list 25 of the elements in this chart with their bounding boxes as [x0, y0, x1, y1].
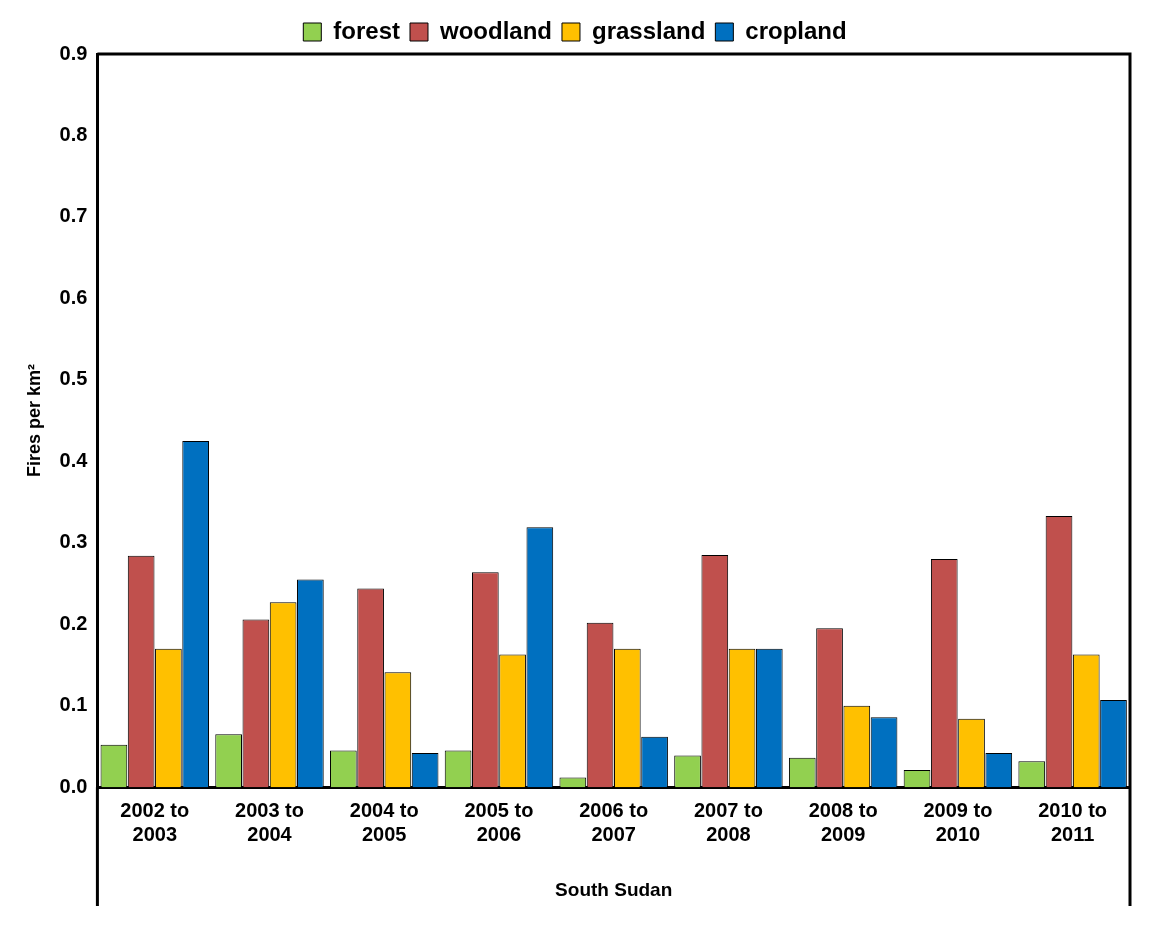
- y-tick-label: 0.8: [59, 122, 88, 145]
- x-axis-title: South Sudan: [555, 878, 673, 900]
- legend-label: woodland: [438, 16, 552, 44]
- legend-label: cropland: [745, 16, 847, 44]
- x-tick-label: 2010 to 2011: [1038, 798, 1108, 845]
- x-tick-label: 2008 to 2009: [808, 798, 878, 845]
- y-tick-label: 0.3: [59, 530, 88, 553]
- x-tick-label: 2004 to 2005: [349, 798, 419, 845]
- y-tick-label: 0.9: [59, 41, 88, 64]
- x-tick-label: 2003 to 2004: [235, 798, 304, 845]
- y-tick-label: 0.6: [59, 285, 88, 308]
- legend-label: forest: [333, 16, 400, 44]
- y-tick-label: 0.4: [59, 448, 89, 471]
- x-tick-label: 2009 to 2010: [923, 798, 993, 845]
- y-tick-label: 0.1: [59, 693, 88, 716]
- y-axis-title: Fires per km²: [23, 364, 44, 478]
- y-tick-label: 0.7: [59, 204, 88, 227]
- y-tick-label: 0.5: [59, 367, 88, 390]
- x-tick-label: 2005 to 2006: [464, 798, 534, 845]
- x-tick-label: 2006 to 2007: [579, 798, 649, 845]
- legend-label: grassland: [591, 16, 706, 44]
- x-tick-label: 2002 to 2003: [120, 798, 190, 845]
- y-tick-label: 0.0: [59, 774, 88, 797]
- y-tick-label: 0.2: [59, 611, 88, 634]
- x-tick-label: 2007 to 2008: [693, 798, 763, 845]
